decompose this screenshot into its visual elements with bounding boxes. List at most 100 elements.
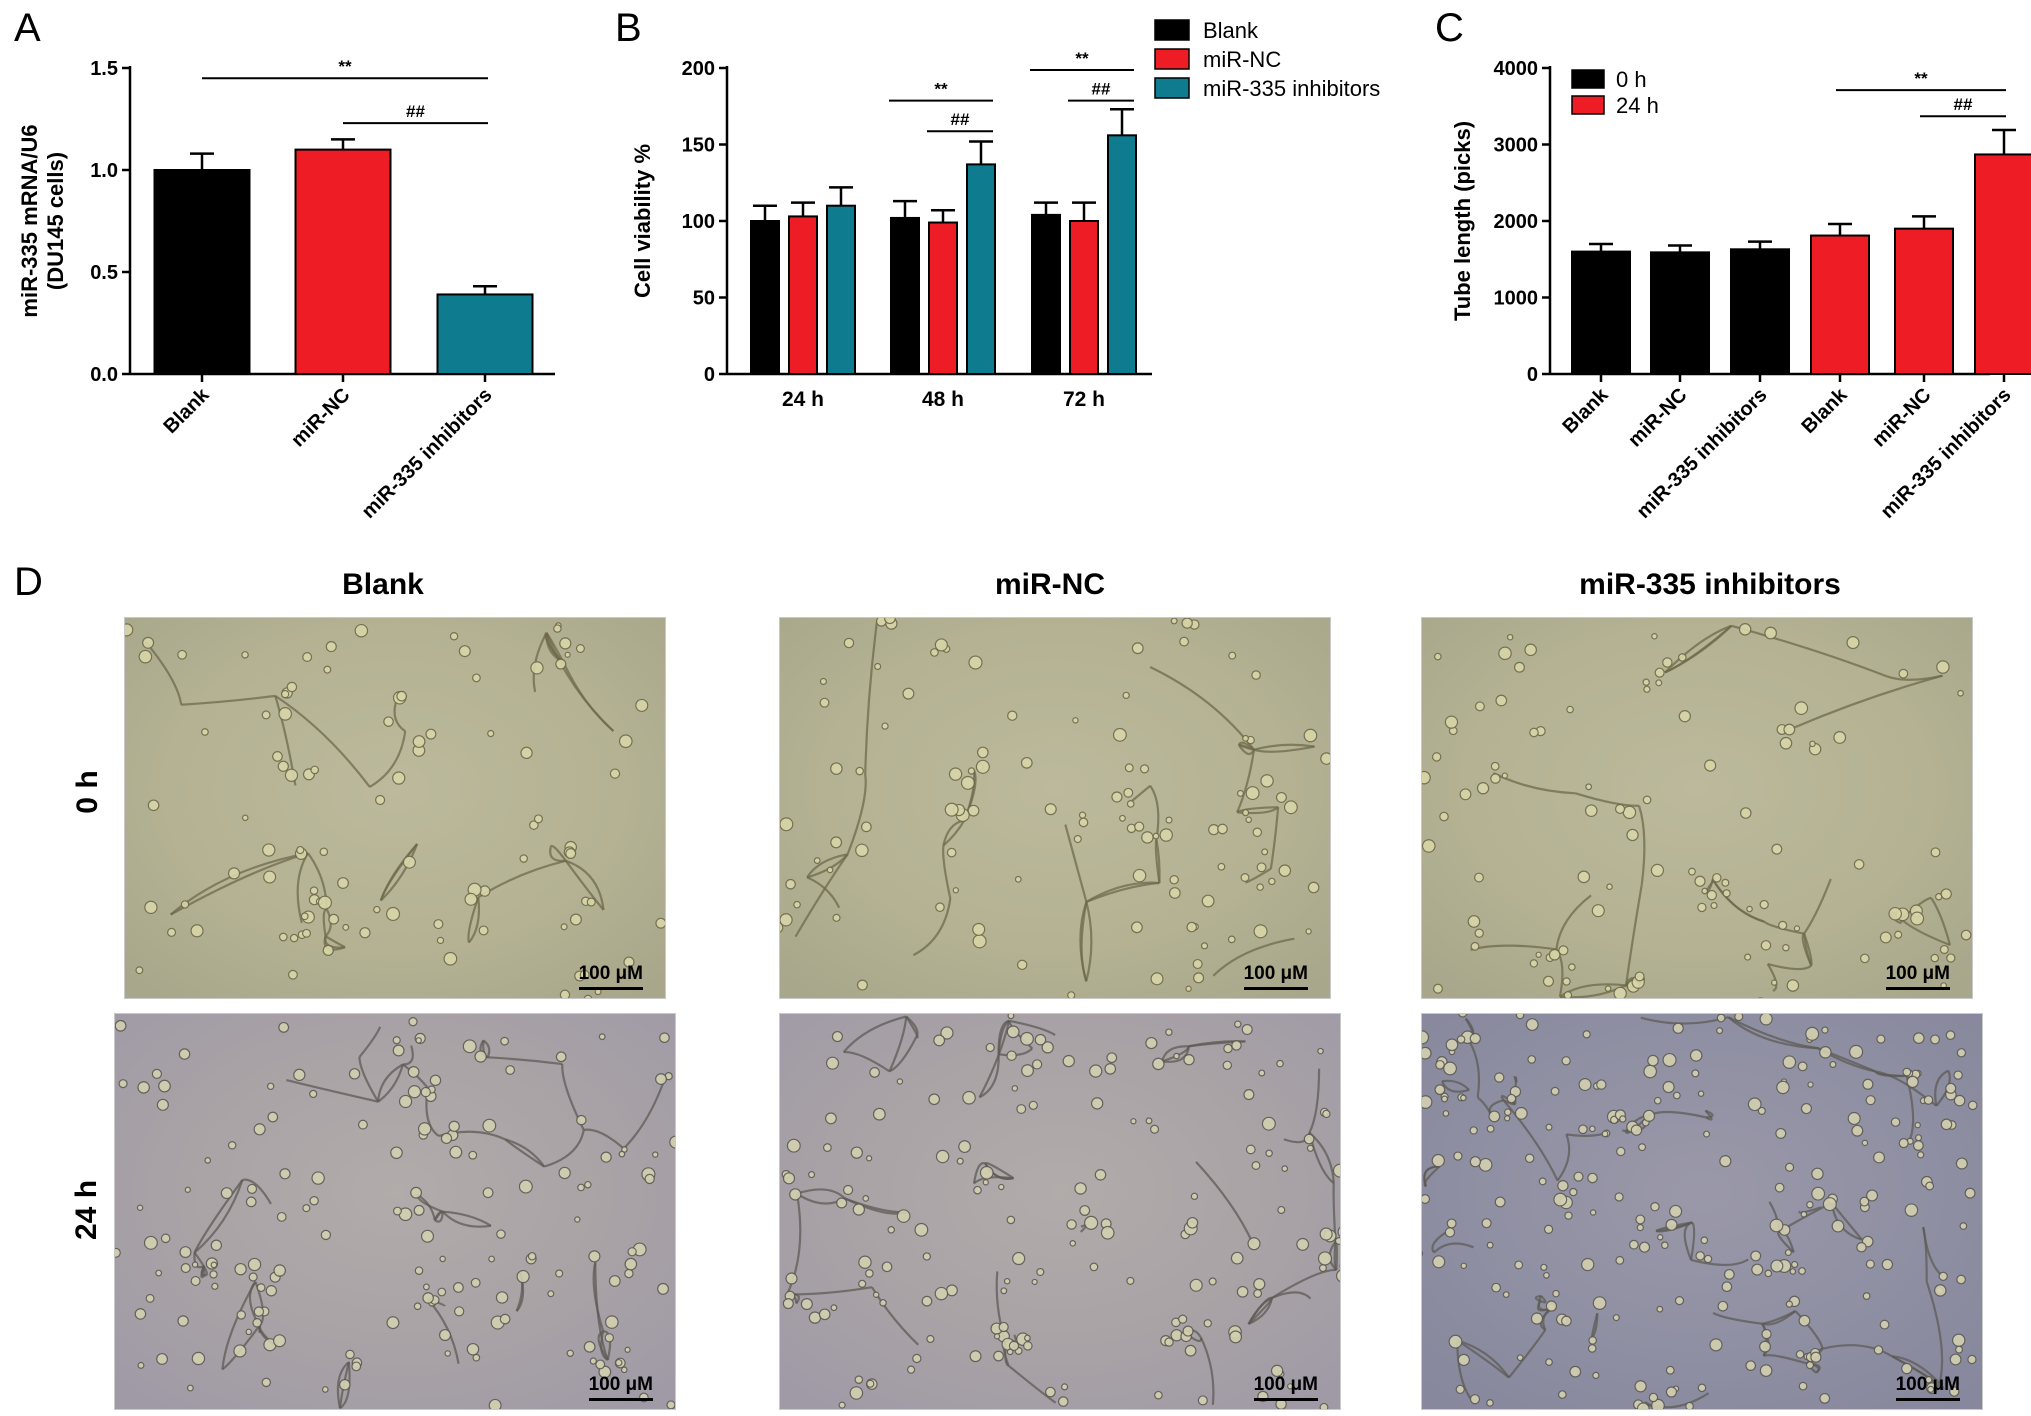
cell-strand bbox=[379, 843, 418, 901]
cell bbox=[466, 1342, 480, 1356]
cell bbox=[1615, 1255, 1625, 1265]
cell-strand bbox=[1731, 624, 1887, 678]
cell bbox=[975, 759, 990, 774]
cell bbox=[1469, 1394, 1481, 1405]
cell bbox=[1434, 1084, 1446, 1096]
cell bbox=[1665, 1365, 1675, 1375]
cell bbox=[180, 900, 190, 909]
cell bbox=[1798, 1267, 1806, 1275]
cell bbox=[1721, 878, 1730, 887]
cell-strand bbox=[806, 876, 841, 909]
cell bbox=[976, 746, 989, 759]
cell bbox=[1914, 1121, 1921, 1129]
cell bbox=[156, 1352, 169, 1365]
cell bbox=[488, 1255, 496, 1263]
cell bbox=[302, 652, 313, 663]
cell bbox=[1318, 1264, 1327, 1273]
cell bbox=[559, 989, 571, 998]
cell-strand bbox=[1508, 1329, 1547, 1379]
cell bbox=[1657, 1234, 1664, 1241]
cell bbox=[137, 1081, 150, 1094]
cell-strand bbox=[1712, 1312, 1763, 1325]
cell bbox=[296, 845, 305, 855]
cell bbox=[247, 1257, 262, 1272]
row-label-0h: 0 h bbox=[71, 770, 104, 814]
cell bbox=[1453, 1151, 1463, 1161]
cell bbox=[1474, 928, 1484, 938]
cell-strand bbox=[549, 847, 566, 863]
x-tick-label: miR-NC bbox=[1624, 384, 1691, 451]
cell bbox=[190, 1275, 201, 1287]
cell bbox=[280, 689, 290, 699]
cell-strand bbox=[1271, 1268, 1337, 1299]
cell bbox=[1849, 1044, 1864, 1059]
cell bbox=[115, 1019, 127, 1032]
cell bbox=[1568, 963, 1576, 971]
cell bbox=[1006, 1215, 1016, 1225]
cell bbox=[156, 1098, 169, 1111]
cell bbox=[1332, 1163, 1340, 1178]
cell bbox=[1069, 1240, 1077, 1247]
micrograph-background bbox=[1422, 618, 1972, 998]
cell bbox=[1650, 863, 1665, 878]
cell-strand bbox=[564, 860, 605, 911]
cell bbox=[1847, 1111, 1861, 1126]
cell bbox=[605, 1315, 619, 1329]
x-tick-label: 24 h bbox=[782, 388, 824, 411]
cell bbox=[1303, 728, 1318, 743]
cell bbox=[555, 1051, 567, 1063]
cell bbox=[1704, 759, 1717, 772]
cell bbox=[1862, 1292, 1871, 1300]
cell bbox=[1241, 1023, 1253, 1036]
cell bbox=[1809, 740, 1816, 748]
cell bbox=[1181, 618, 1193, 629]
cell bbox=[1873, 1151, 1886, 1164]
cell bbox=[872, 1291, 880, 1299]
cell bbox=[1793, 925, 1801, 932]
cell bbox=[553, 624, 562, 633]
cell bbox=[1444, 1227, 1456, 1238]
column-title-blank: Blank bbox=[342, 568, 424, 601]
cell-strand bbox=[1683, 1221, 1693, 1261]
cell bbox=[881, 722, 889, 730]
cell bbox=[1706, 889, 1718, 901]
cell bbox=[158, 1079, 171, 1093]
cell bbox=[1791, 1260, 1799, 1269]
cell bbox=[669, 1135, 675, 1149]
cell bbox=[1441, 1095, 1449, 1103]
cell bbox=[1433, 652, 1442, 661]
cell bbox=[1422, 770, 1431, 785]
cell bbox=[273, 1334, 287, 1348]
cell bbox=[1474, 701, 1485, 712]
cell bbox=[1902, 1067, 1912, 1077]
cell bbox=[1561, 1056, 1571, 1066]
cell bbox=[1100, 1225, 1115, 1240]
cell bbox=[1648, 1392, 1659, 1403]
cell bbox=[1078, 811, 1087, 819]
cell bbox=[1564, 1211, 1573, 1220]
cell-strand bbox=[467, 896, 480, 943]
cell bbox=[1145, 1117, 1153, 1125]
cell bbox=[256, 1283, 266, 1293]
cell bbox=[1953, 1070, 1963, 1080]
cell bbox=[147, 799, 160, 812]
cell bbox=[579, 969, 590, 980]
cell bbox=[583, 994, 593, 998]
cell bbox=[1912, 1032, 1925, 1044]
cell bbox=[1319, 1402, 1329, 1409]
cell-strand bbox=[1556, 1134, 1571, 1182]
cell bbox=[167, 927, 177, 937]
cell bbox=[1139, 764, 1150, 774]
cell bbox=[1795, 1349, 1805, 1359]
cell bbox=[1123, 787, 1134, 798]
cell bbox=[547, 1290, 555, 1298]
cell bbox=[1771, 979, 1778, 986]
cell-strand bbox=[905, 1015, 919, 1038]
cell bbox=[1786, 979, 1800, 992]
cell bbox=[468, 1150, 478, 1160]
cell bbox=[272, 751, 283, 762]
cell bbox=[589, 1357, 597, 1365]
cell bbox=[1192, 958, 1203, 970]
cell bbox=[998, 1321, 1009, 1333]
x-tick-label: Blank bbox=[1558, 383, 1613, 438]
